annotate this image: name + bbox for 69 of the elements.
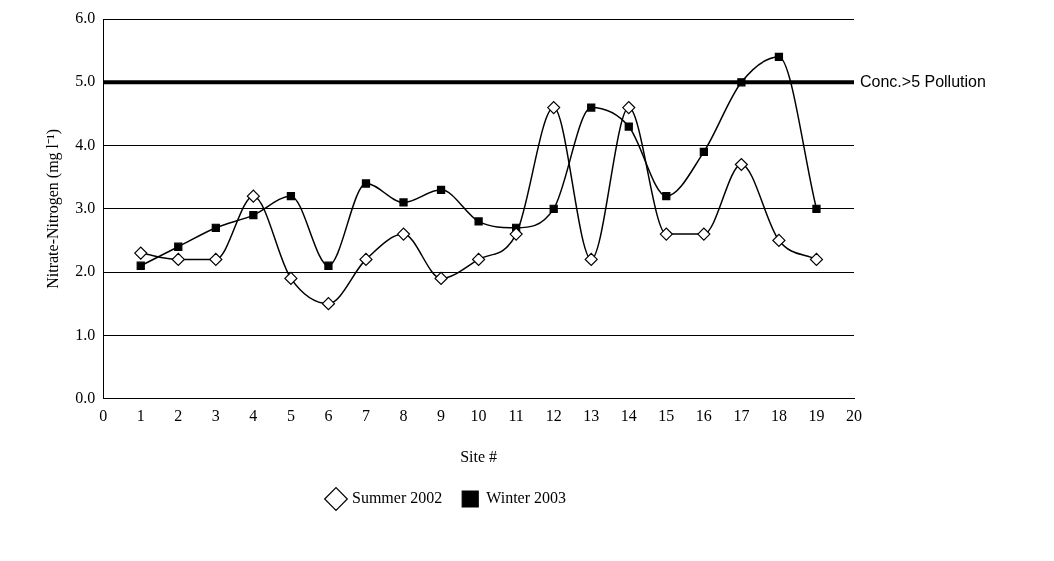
legend-label: Summer 2002 [352,489,443,507]
x-tick-label: 5 [286,407,295,425]
point [324,261,333,270]
point [134,246,148,260]
x-tick-label: 11 [508,407,524,425]
x-tick-label: 6 [324,407,333,425]
x-tick-label: 2 [174,407,183,425]
x-tick-label: 15 [658,407,675,425]
point [734,157,748,172]
point [509,227,523,241]
x-tick-label: 13 [583,407,600,425]
point [547,100,561,115]
legend-label: Winter 2003 [486,489,566,507]
point [209,252,223,267]
x-tick-label: 20 [846,407,862,425]
x-tick-label: 18 [770,407,787,425]
x-tick-label: 17 [733,407,750,425]
x-tick-label: 12 [545,407,562,425]
ref-line-label: Conc.>5 Pollution [860,72,986,90]
point [587,103,596,112]
y-tick-label: 0.0 [75,388,96,406]
point [361,179,371,188]
point [284,271,298,285]
point [584,252,598,267]
point [286,192,296,201]
point [659,227,673,241]
point [662,192,671,201]
point [396,227,411,241]
point [774,52,784,62]
x-tick-label: 4 [249,407,258,425]
point [812,204,821,213]
point [624,122,633,131]
y-axis-title: Nitrate-Nitrogen (mg l⁻¹) [43,128,62,289]
y-tick-label: 2.0 [75,262,96,280]
point [697,227,711,241]
point [399,198,408,207]
x-tick-label: 8 [399,407,408,425]
point [321,297,336,311]
y-tick-label: 4.0 [75,135,96,153]
x-tick-label: 0 [99,407,108,425]
x-tick-label: 19 [808,407,825,425]
point [246,189,260,203]
point [174,242,183,251]
x-tick-label: 14 [620,407,637,425]
point [549,204,558,213]
y-tick-label: 5.0 [75,72,96,90]
point [474,217,483,226]
point [359,252,373,267]
point [171,252,185,267]
y-tick-label: 6.0 [75,9,96,27]
point [809,252,824,267]
point [136,261,145,270]
point [434,271,448,285]
point [211,223,220,232]
point [772,233,786,248]
point [436,185,446,194]
x-tick-label: 10 [470,407,487,425]
x-axis-title: Site # [460,447,498,465]
x-tick-label: 1 [136,407,145,425]
y-tick-label: 3.0 [75,199,96,216]
point [699,147,708,156]
x-tick-label: 9 [437,407,446,425]
x-tick-label: 16 [695,407,712,425]
y-tick-label: 1.0 [75,325,96,343]
x-tick-label: 7 [361,407,370,425]
point [249,210,258,220]
point [622,100,636,115]
x-tick-label: 3 [211,407,220,425]
point [472,252,486,267]
